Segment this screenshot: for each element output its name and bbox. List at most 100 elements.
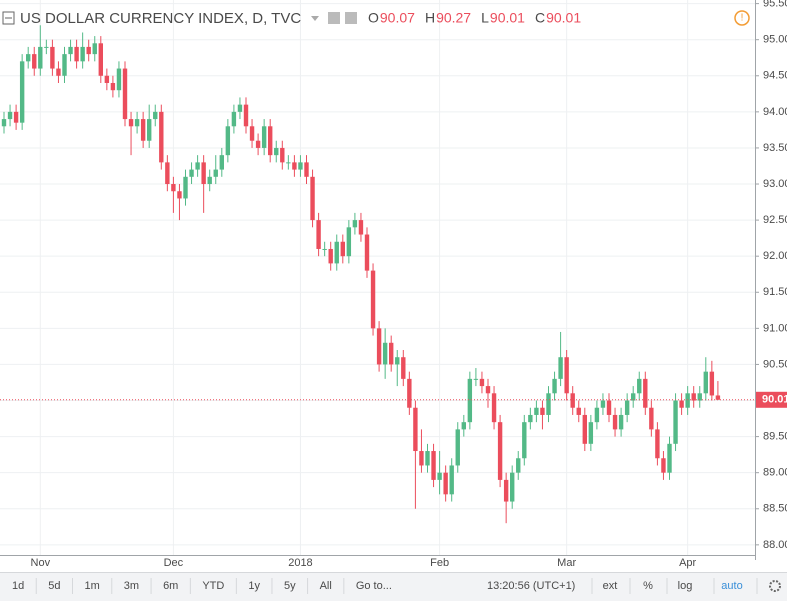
- candle-body: [68, 46, 73, 55]
- candle-body: [588, 422, 594, 444]
- candles: [1, 25, 721, 524]
- info-icon[interactable]: [734, 10, 750, 26]
- range-button[interactable]: 1d: [12, 580, 24, 592]
- candle-body: [231, 111, 237, 127]
- option-button[interactable]: log: [678, 580, 693, 592]
- candle-body: [546, 393, 551, 415]
- toolbar: [0, 572, 787, 601]
- candle-body: [346, 227, 352, 257]
- candle-body: [419, 451, 424, 466]
- range-button[interactable]: 5d: [48, 580, 60, 592]
- candle-body: [352, 220, 358, 228]
- candle-body: [528, 414, 533, 423]
- range-button[interactable]: 6m: [163, 580, 178, 592]
- ohlc-value: 90.01: [546, 10, 581, 26]
- range-button[interactable]: 3m: [124, 580, 139, 592]
- candle-body: [534, 407, 539, 415]
- y-tick-label: 88.50: [763, 503, 787, 515]
- range-button[interactable]: 5y: [284, 580, 296, 592]
- candle-body: [340, 241, 345, 257]
- candle-body: [292, 162, 297, 170]
- settings-icon[interactable]: [328, 12, 340, 24]
- range-button[interactable]: YTD: [202, 580, 224, 592]
- candle-body: [219, 155, 224, 170]
- option-button[interactable]: auto: [721, 580, 742, 592]
- candle-body: [612, 414, 618, 430]
- candle-body: [310, 176, 315, 221]
- option-button[interactable]: ext: [603, 580, 618, 592]
- candle-body: [679, 400, 684, 408]
- candle-body: [116, 68, 122, 91]
- candle-body: [473, 378, 479, 380]
- option-button[interactable]: %: [643, 580, 653, 592]
- candle-body: [165, 162, 170, 185]
- candle-body: [431, 451, 436, 480]
- candle-body: [600, 400, 606, 408]
- candle-body: [503, 479, 509, 502]
- goto-button[interactable]: Go to...: [356, 580, 392, 592]
- candle-body: [637, 378, 642, 394]
- candle-body: [189, 169, 194, 177]
- chart-title: US DOLLAR CURRENCY INDEX, D, TVC: [20, 10, 301, 27]
- y-tick-label: 91.00: [763, 322, 787, 334]
- candle-body: [268, 126, 273, 156]
- candle-body: [461, 422, 466, 430]
- candle-body: [274, 147, 279, 156]
- candle-body: [280, 147, 285, 163]
- candle-body: [328, 248, 333, 264]
- range-button[interactable]: 1m: [85, 580, 100, 592]
- candle-body: [624, 400, 630, 415]
- candle-body: [19, 61, 25, 123]
- x-tick-label: 2018: [288, 557, 312, 569]
- y-tick-label: 91.50: [763, 286, 787, 298]
- candle-body: [709, 371, 715, 396]
- candle-body: [177, 191, 182, 199]
- candle-body: [491, 393, 497, 423]
- candle-body: [38, 46, 43, 69]
- candle-body: [183, 176, 188, 199]
- candle-body: [171, 184, 176, 192]
- candle-body: [449, 465, 454, 495]
- dropdown-arrow[interactable]: [311, 16, 319, 21]
- candle-body: [564, 357, 569, 394]
- candle-body: [382, 342, 388, 365]
- candle-body: [1, 119, 7, 127]
- last-price-badge: [756, 391, 787, 408]
- candle-body: [582, 414, 587, 444]
- candle-body: [56, 68, 61, 76]
- remove-icon[interactable]: [345, 12, 357, 24]
- candle-body: [467, 378, 473, 423]
- candle-body: [110, 82, 116, 91]
- candle-body: [407, 378, 412, 408]
- range-button[interactable]: 1y: [248, 580, 260, 592]
- y-tick-label: 90.50: [763, 358, 787, 370]
- candle-body: [44, 46, 49, 48]
- candle-body: [32, 54, 37, 69]
- y-tick-label: 95.50: [763, 0, 787, 10]
- candle-body: [576, 407, 581, 415]
- candle-body: [207, 176, 212, 185]
- collapse-icon[interactable]: [2, 11, 15, 25]
- candle-body: [134, 119, 140, 127]
- candle-body: [395, 357, 400, 365]
- candle-body: [558, 357, 563, 379]
- info-icon-mark: !: [741, 13, 744, 24]
- ohlc-value: 90.27: [436, 10, 471, 26]
- range-button[interactable]: All: [320, 580, 332, 592]
- y-tick-label: 89.50: [763, 431, 787, 443]
- candle-body: [153, 111, 158, 120]
- candle-body: [195, 162, 200, 170]
- settings-gear[interactable]: [769, 580, 781, 592]
- candle-body: [249, 126, 255, 141]
- candle-body: [358, 220, 364, 235]
- y-tick-label: 88.00: [763, 539, 787, 551]
- legend-header: US DOLLAR CURRENCY INDEX, D, TVC ! O 90.0…: [2, 10, 750, 27]
- y-tick-label: 89.00: [763, 467, 787, 479]
- candle-body: [606, 400, 612, 415]
- y-tick-label: 93.00: [763, 178, 787, 190]
- candle-body: [304, 162, 309, 177]
- candle-body: [86, 46, 91, 55]
- candle-body: [92, 43, 97, 55]
